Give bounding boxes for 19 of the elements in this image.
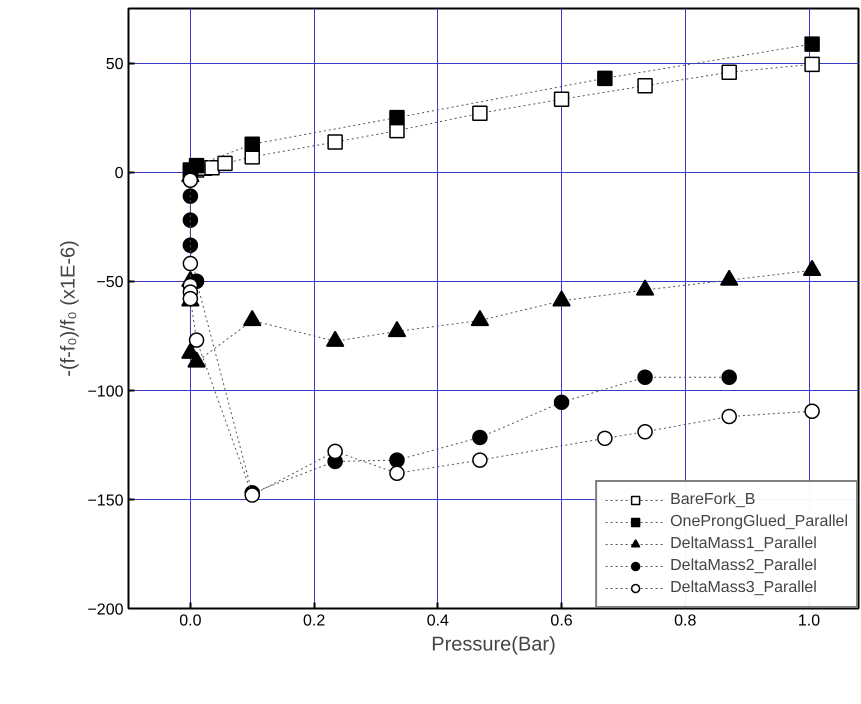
legend-label: DeltaMass1_Parallel	[670, 535, 817, 553]
x-tick-label: 0.4	[426, 612, 450, 630]
y-tick-label: −100	[87, 383, 124, 400]
x-tick-label: 0.2	[302, 612, 326, 630]
legend-label: DeltaMass2_Parallel	[670, 557, 817, 575]
y-tick-label: 0	[114, 165, 124, 182]
y-tick-label: 50	[106, 56, 124, 74]
x-axis-title: Pressure(Bar)	[431, 634, 556, 656]
y-tick-label: −200	[87, 602, 124, 618]
x-tick-label: 1.0	[798, 612, 820, 630]
legend-label: OneProngGlued_Parallel	[670, 513, 848, 531]
y-axis-title: -(f-f₀)/f₀ (x1E-6)	[57, 240, 80, 377]
legend-label: BareFork_B	[670, 491, 756, 509]
x-tick-label: 0.0	[179, 612, 202, 630]
y-tick-label: −50	[96, 274, 124, 292]
x-tick-label: 0.8	[674, 612, 696, 630]
y-tick-label: −150	[87, 492, 124, 510]
x-tick-label: 0.6	[550, 612, 573, 630]
legend-label: DeltaMass3_Parallel	[670, 579, 817, 597]
